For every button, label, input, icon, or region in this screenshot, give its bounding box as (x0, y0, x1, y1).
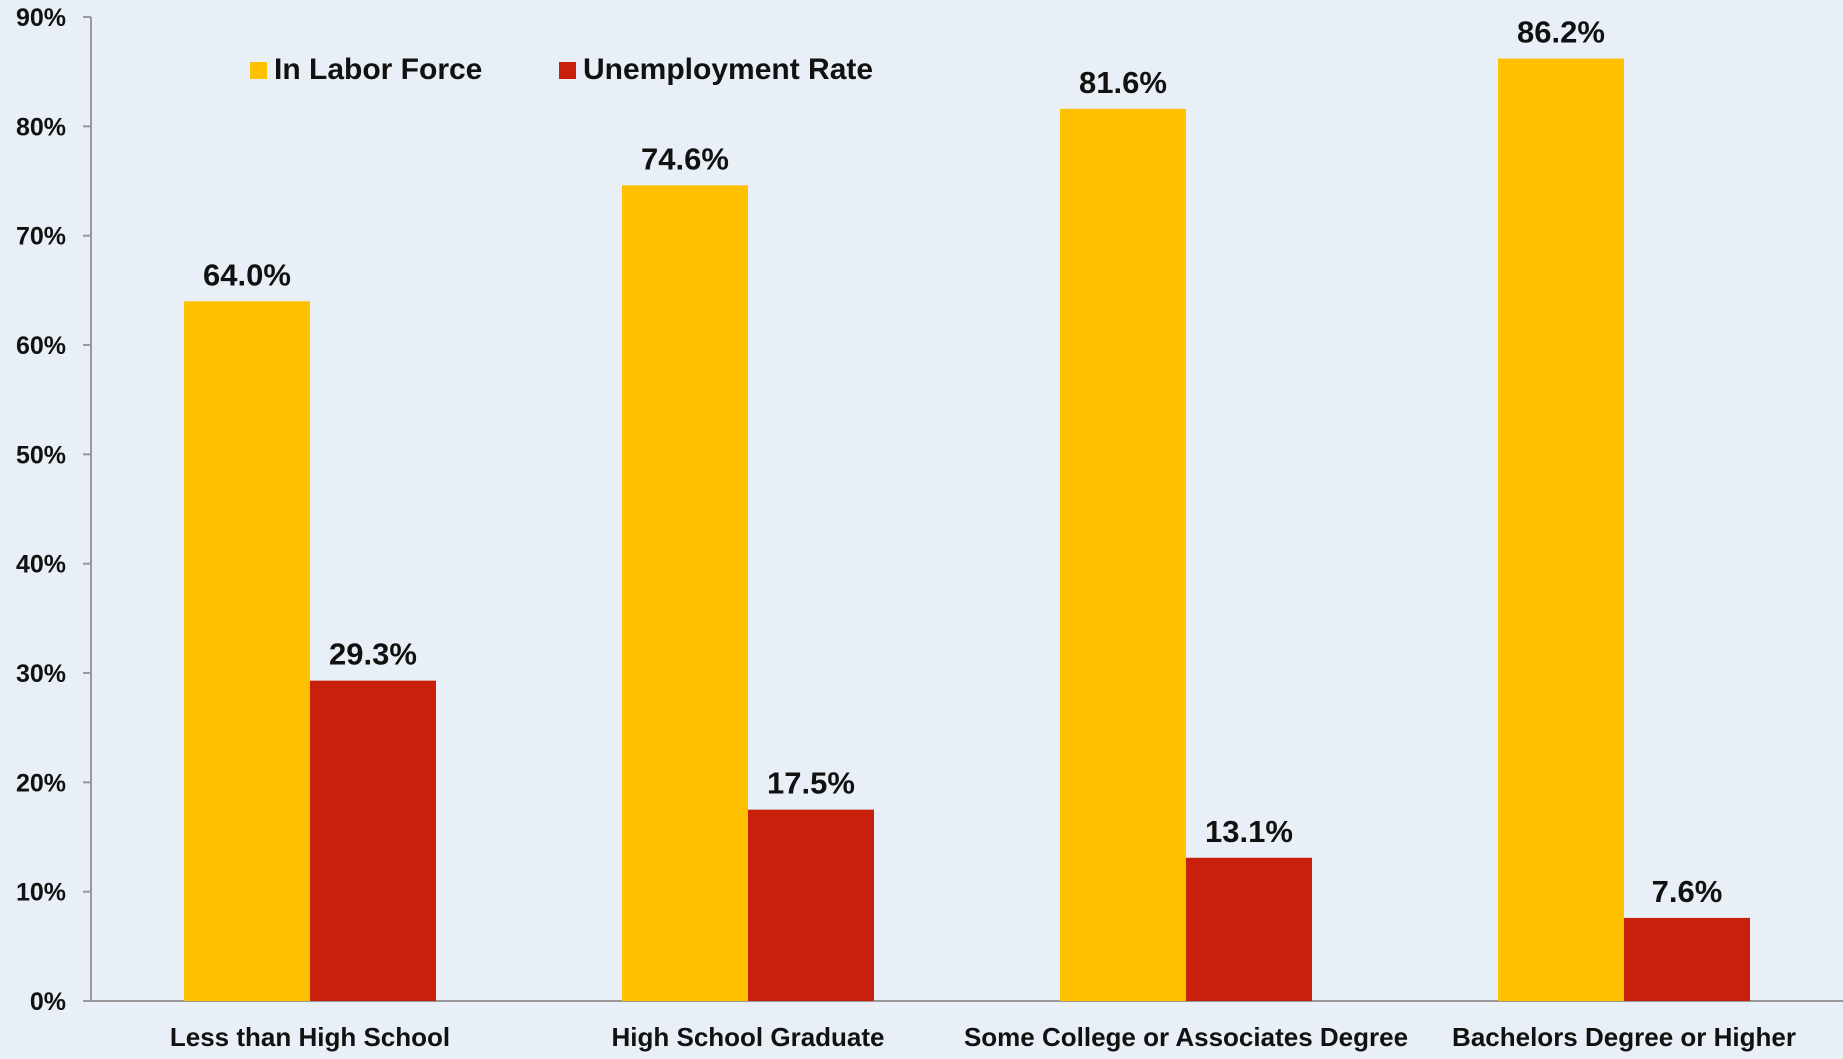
y-tick-label: 80% (16, 113, 66, 141)
legend-label-1: Unemployment Rate (583, 53, 873, 86)
bar-series-1-cat-1 (748, 809, 874, 1001)
x-category-label: Bachelors Degree or Higher (1452, 1022, 1796, 1052)
legend-label-0: In Labor Force (274, 53, 482, 86)
data-label: 74.6% (641, 141, 729, 176)
bar-series-0-cat-3 (1498, 58, 1624, 1001)
legend: In Labor Force Unemployment Rate (250, 53, 873, 86)
y-tick-label: 90% (16, 4, 66, 32)
y-tick-label: 60% (16, 332, 66, 360)
bar-series-1-cat-0 (310, 680, 436, 1001)
legend-swatch-1 (559, 62, 576, 79)
label-layer: 64.0% 29.3% Less than High School 74.6% 17.5… (170, 15, 1796, 1052)
legend-swatch-0 (250, 62, 267, 79)
data-label: 17.5% (767, 766, 855, 801)
x-category-label: Less than High School (170, 1022, 450, 1052)
data-label: 13.1% (1205, 814, 1293, 849)
y-tick-label: 30% (16, 660, 66, 688)
y-tick-label: 40% (16, 551, 66, 579)
y-tick-label: 10% (16, 879, 66, 907)
y-tick-label: 70% (16, 223, 66, 251)
bar-series-0-cat-2 (1060, 108, 1186, 1002)
bar-series-0-cat-0 (184, 301, 310, 1001)
y-tick-label: 50% (16, 441, 66, 469)
y-tick-label: 20% (16, 769, 66, 797)
data-label: 29.3% (329, 637, 417, 672)
bar-series-1-cat-3 (1624, 917, 1750, 1001)
x-category-label: High School Graduate (611, 1022, 884, 1052)
data-label: 86.2% (1517, 15, 1605, 50)
bar-series-0-cat-1 (622, 185, 748, 1001)
bar-series-1-cat-2 (1186, 857, 1312, 1001)
x-category-label: Some College or Associates Degree (964, 1022, 1408, 1052)
y-tick-label: 0% (30, 988, 66, 1016)
data-label: 81.6% (1079, 65, 1167, 100)
bar-layer (184, 58, 1750, 1002)
data-label: 64.0% (203, 257, 291, 292)
data-label: 7.6% (1652, 874, 1723, 909)
